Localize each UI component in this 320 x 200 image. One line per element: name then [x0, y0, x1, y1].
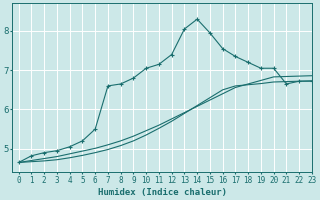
X-axis label: Humidex (Indice chaleur): Humidex (Indice chaleur) [98, 188, 227, 197]
